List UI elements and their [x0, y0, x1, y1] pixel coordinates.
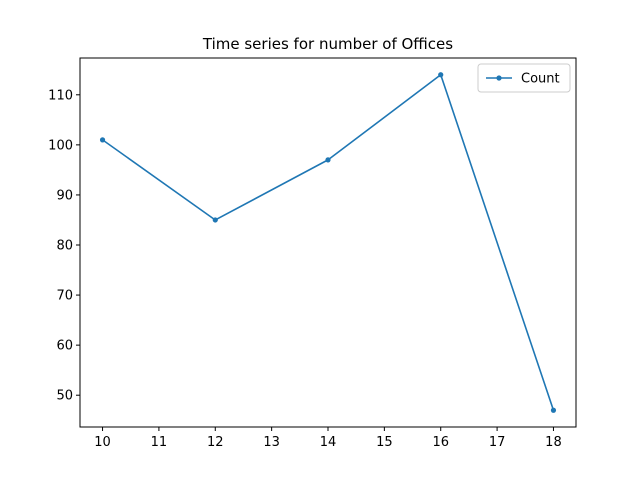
legend-label: Count [521, 72, 560, 87]
x-tick-label: 11 [151, 435, 168, 450]
x-tick-label: 15 [376, 435, 393, 450]
legend-box [477, 63, 571, 93]
x-tick-label: 10 [94, 435, 111, 450]
legend: Count [477, 63, 571, 93]
plot-frame [79, 57, 577, 428]
y-tick-label: 50 [56, 389, 73, 404]
y-tick-label: 80 [56, 239, 73, 254]
data-point [99, 137, 106, 143]
plot-area [80, 58, 576, 427]
chart-title: Time series for number of Offices [202, 35, 453, 53]
plot-background [80, 58, 576, 427]
series-layer [99, 72, 557, 413]
x-tick-label: 12 [207, 435, 224, 450]
data-point [438, 72, 444, 78]
legend-swatch-marker [496, 75, 502, 81]
x-tick-label: 16 [432, 435, 449, 450]
y-axis: 50 60 70 80 90 100 110 [48, 88, 80, 404]
data-point [550, 407, 557, 413]
y-tick-label: 110 [48, 88, 73, 103]
y-tick-label: 90 [56, 188, 73, 203]
y-tick-label: 70 [56, 289, 73, 304]
x-tick-label: 13 [263, 435, 280, 450]
x-axis: 10 11 12 13 14 15 16 17 18 [94, 427, 562, 450]
data-point [325, 157, 331, 163]
x-tick-label: 17 [489, 435, 506, 450]
x-tick-label: 18 [545, 435, 562, 450]
data-point [212, 217, 218, 223]
y-tick-label: 60 [56, 339, 73, 354]
x-tick-label: 14 [320, 435, 337, 450]
y-tick-label: 100 [48, 138, 73, 153]
